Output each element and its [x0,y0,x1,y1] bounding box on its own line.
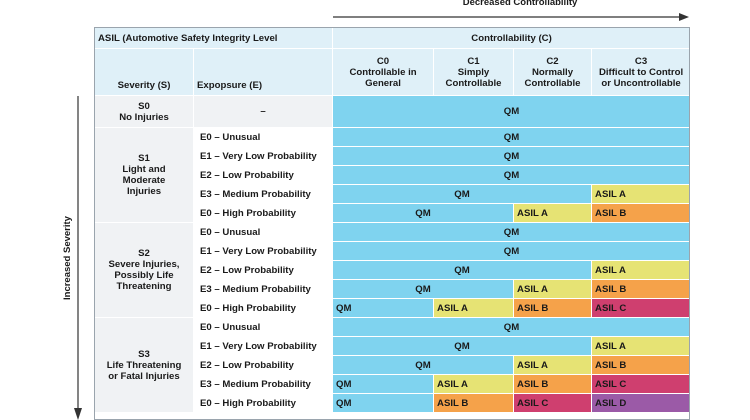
asil-table: ASIL (Automotive Safety Integrity Level … [93,27,692,413]
s2-r3-qm: QM [332,260,593,280]
s3-desc-2: or Fatal Injuries [108,370,180,382]
s2-desc-3: Threatening [116,281,172,292]
s3-exposure-e0-unusual: E0 – Unusual [192,317,334,337]
s1-code: S1 [138,153,150,164]
severity-arrow-label: Increased Severity [62,216,73,300]
s2-r4-asil-a: ASIL A [513,279,593,299]
c2-code: C2 [546,55,559,67]
s1-exposure-e2: E2 – Low Probability [192,165,334,185]
s2-desc: Severe Injuries, [108,259,180,270]
s1-r4-qm: QM [332,184,593,204]
s2-exposure-e3: E3 – Medium Probability [192,279,334,299]
s3-r4-qm: QM [332,374,435,394]
s3-r2-qm: QM [332,336,593,356]
c0-desc: Controllable in [349,66,417,78]
s1-exposure-e0-unusual: E0 – Unusual [192,127,334,147]
s1-r3-qm: QM [332,165,692,185]
c1-desc-2: Controllable [445,77,502,89]
c1-code: C1 [467,55,480,67]
s3-r5-qm: QM [332,393,435,413]
col-c2: C2 Normally Controllable [513,48,593,96]
s3-r5-asil-c: ASIL C [513,393,593,413]
s3-r4-asil-a: ASIL A [433,374,515,394]
c3-code: C3 [634,55,648,67]
s1-exposure-e0-high: E0 – High Probability [192,203,334,223]
s3-r5-asil-d: ASIL D [591,393,692,413]
c3-desc: Difficult to Control [598,66,684,78]
s1-exposure-e3: E3 – Medium Probability [192,184,334,204]
s2-exposure-e0-unusual: E0 – Unusual [192,222,334,242]
s2-r4-qm: QM [332,279,515,299]
s0-value: QM [332,95,692,128]
s2-r5-asil-c: ASIL C [591,298,692,318]
s3-r3-qm: QM [332,355,515,375]
s3-desc: Life Threatening [106,359,182,371]
s1-r5-asil-a: ASIL A [513,203,593,223]
controllability-arrow [333,13,689,21]
s2-code: S2 [138,248,150,259]
s2-r4-asil-b: ASIL B [591,279,692,299]
severity-header: Severity (S) [94,48,194,96]
s3-exposure-e2: E2 – Low Probability [192,355,334,375]
s3-r4-asil-c: ASIL C [591,374,692,394]
s2-r5-qm: QM [332,298,435,318]
s2-r1-qm: QM [332,222,692,242]
severity-s3: S3 Life Threatening or Fatal Injuries [94,317,194,413]
s2-r2-qm: QM [332,241,692,261]
s0-code: S0 [138,100,150,112]
s3-exposure-e1: E1 – Very Low Probability [192,336,334,356]
s3-r4-asil-b: ASIL B [513,374,593,394]
s2-r3-asil-a: ASIL A [591,260,692,280]
col-c0: C0 Controllable in General [332,48,435,96]
s1-r5-qm: QM [332,203,515,223]
s0-exposure: – [192,95,334,128]
s3-code: S3 [138,348,150,360]
s3-r3-asil-b: ASIL B [591,355,692,375]
severity-s0: S0 No Injuries [94,95,194,128]
c1-desc: Simply [457,66,490,78]
severity-s1: S1 Light and Moderate Injuries [94,127,194,223]
c2-desc: Normally [531,66,574,78]
s1-exposure-e1: E1 – Very Low Probability [192,146,334,166]
s2-exposure-e2: E2 – Low Probability [192,260,334,280]
c2-desc-2: Controllable [524,77,581,89]
s3-r3-asil-a: ASIL A [513,355,593,375]
s3-exposure-e0-high: E0 – High Probability [192,393,334,413]
s1-r1-qm: QM [332,127,692,147]
severity-arrow [74,96,82,420]
s1-r5-asil-b: ASIL B [591,203,692,223]
c0-desc-2: General [365,77,401,89]
s3-exposure-e3: E3 – Medium Probability [192,374,334,394]
controllability-header: Controllability (C) [332,27,692,49]
s1-desc-2: Moderate [122,175,166,186]
c3-desc-2: or Uncontrollable [601,77,681,89]
s1-desc-3: Injuries [126,186,162,197]
c0-code: C0 [376,55,390,67]
s3-r1-qm: QM [332,317,692,337]
s1-desc: Light and [122,164,166,175]
table-title: ASIL (Automotive Safety Integrity Level [93,27,334,49]
s2-exposure-e0-high: E0 – High Probability [192,298,334,318]
col-c3: C3 Difficult to Control or Uncontrollable [591,48,692,96]
s3-r2-asil-a: ASIL A [591,336,692,356]
s1-r4-asil-a: ASIL A [591,184,692,204]
s2-r5-asil-b: ASIL B [513,298,593,318]
s3-r5-asil-b: ASIL B [433,393,515,413]
s2-r5-asil-a: ASIL A [433,298,515,318]
severity-s2: S2 Severe Injuries, Possibly Life Threateni… [94,222,194,318]
controllability-arrow-label: Decreased Controllability [462,0,578,8]
exposure-header: Expopsure (E) [192,48,334,96]
col-c1: C1 Simply Controllable [433,48,515,96]
s2-desc-2: Possibly Life [114,270,174,281]
s1-r2-qm: QM [332,146,692,166]
s2-exposure-e1: E1 – Very Low Probability [192,241,334,261]
s0-desc: No Injuries [119,111,169,123]
